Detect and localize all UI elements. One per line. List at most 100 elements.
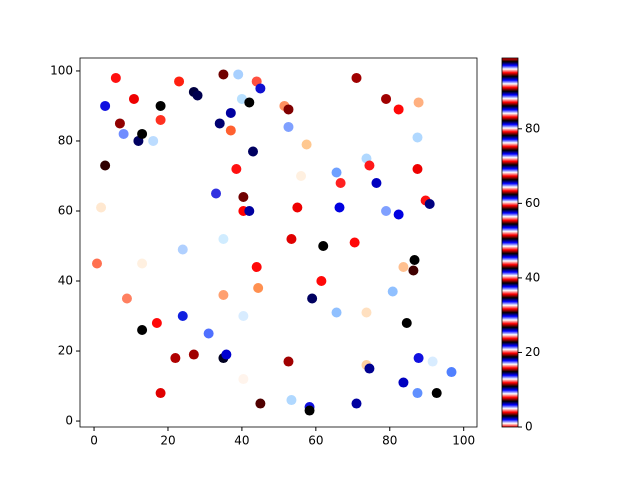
point [393,104,404,115]
point [218,290,229,301]
point [253,283,264,294]
point [238,374,249,385]
point [431,388,442,399]
y-tick-label: 100 [50,63,73,77]
point [381,205,392,216]
point [318,241,329,252]
point [408,265,419,276]
x-tick-label: 80 [382,434,397,448]
point [177,244,188,255]
point [155,114,166,125]
point [238,191,249,202]
point [283,121,294,132]
point [393,209,404,220]
point [446,367,457,378]
point [218,233,229,244]
point [137,128,148,139]
point [121,293,132,304]
point [100,160,111,171]
point [192,90,203,101]
point [174,76,185,87]
point [177,311,188,322]
x-tick-label: 40 [234,434,249,448]
point [371,177,382,188]
y-tick-label: 40 [58,274,73,288]
point [155,388,166,399]
point [137,325,148,336]
point [100,100,111,111]
point [301,139,312,150]
point [427,356,438,367]
point [96,202,107,213]
point [255,83,266,94]
colorbar-tick-label: 0 [525,420,533,434]
point [401,318,412,329]
point [398,262,409,273]
point [334,202,345,213]
point [296,170,307,181]
point [221,349,232,360]
point [351,72,362,83]
point [233,69,244,80]
y-tick-label: 0 [65,414,73,428]
point [251,262,262,273]
point [211,188,222,199]
point [218,69,229,80]
point [364,363,375,374]
point [307,293,318,304]
point [244,205,255,216]
point [361,307,372,318]
point [255,398,266,409]
point [424,198,435,209]
y-tick-label: 20 [58,344,73,358]
point [412,163,423,174]
point [151,318,162,329]
point [413,353,424,364]
point [231,163,242,174]
point [412,388,423,399]
colorbar-tick-label: 40 [525,270,540,284]
point [214,118,225,129]
point [292,202,303,213]
point [412,132,423,143]
point [286,395,297,406]
point [349,237,360,248]
point [283,104,294,115]
point [170,353,181,364]
point [128,93,139,104]
point [118,128,129,139]
colorbar-tick-label: 20 [525,345,540,359]
colorbar-tick-label: 80 [525,121,540,135]
point [155,100,166,111]
point [381,93,392,104]
x-tick-label: 60 [308,434,323,448]
point [92,258,103,269]
point [244,97,255,108]
point [387,286,398,297]
colorbar [501,57,519,428]
point [148,135,159,146]
colorbar-tick-label: 60 [525,196,540,210]
point [331,307,342,318]
x-tick-label: 0 [90,434,98,448]
point [398,377,409,388]
y-tick-label: 80 [58,133,73,147]
point [304,405,315,416]
x-tick-label: 20 [160,434,175,448]
point [110,72,121,83]
point [413,97,424,108]
point [286,233,297,244]
point [137,258,148,269]
x-tick-label: 100 [452,434,475,448]
point [225,125,236,136]
point [351,398,362,409]
point [364,160,375,171]
point [409,255,420,266]
point [331,167,342,178]
y-tick-label: 60 [58,203,73,217]
point [188,349,199,360]
point [238,311,249,322]
point [335,177,346,188]
plot-frame [79,57,478,428]
